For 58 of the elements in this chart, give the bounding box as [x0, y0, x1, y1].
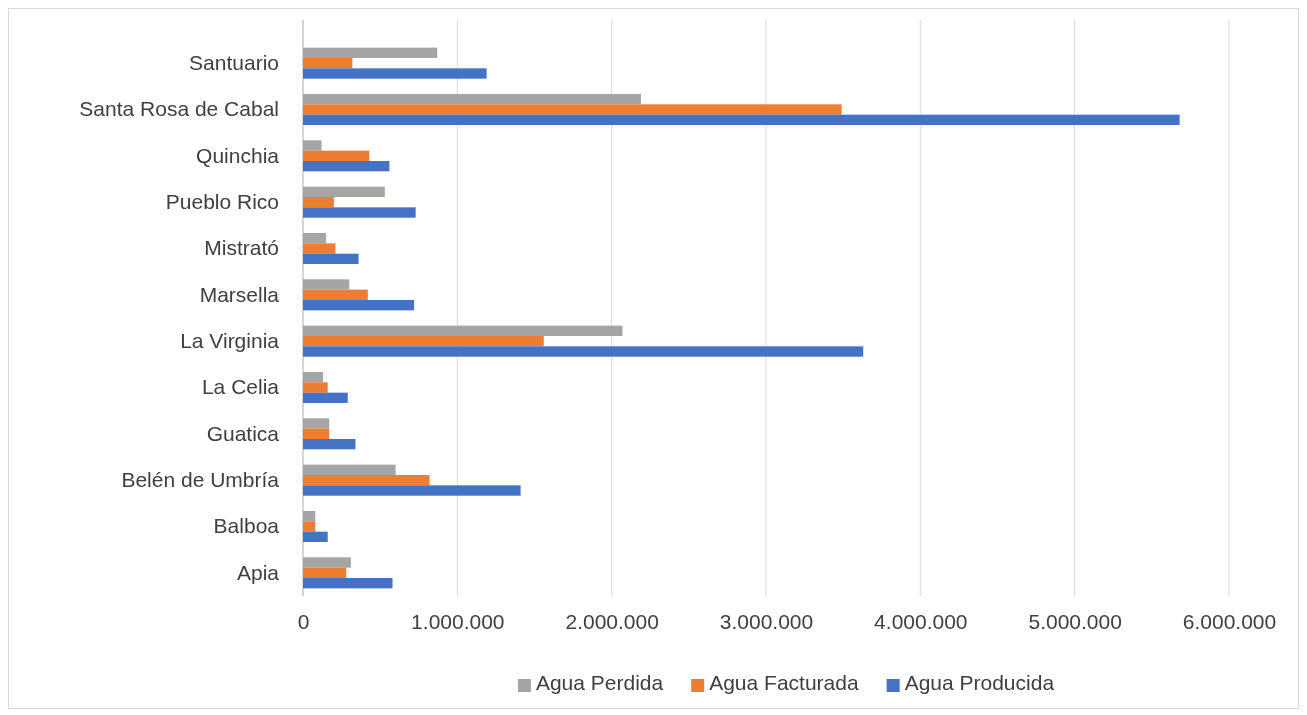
- x-tick-label: 5.000.000: [1028, 609, 1122, 633]
- x-tick-label: 6.000.000: [1182, 609, 1277, 633]
- y-tick-label: Pueblo Rico: [165, 189, 279, 213]
- bar: [303, 335, 544, 347]
- y-tick-label: Santuario: [189, 50, 279, 74]
- bar: [303, 93, 641, 105]
- x-tick-label: 4.000.000: [874, 609, 968, 633]
- bar: [303, 68, 487, 79]
- bar: [303, 57, 353, 69]
- bar: [303, 104, 842, 115]
- bar: [303, 464, 396, 475]
- bar: [303, 161, 390, 172]
- bar: [303, 186, 385, 197]
- y-tick-label: Apia: [236, 560, 280, 584]
- x-tick-label: 1.000.000: [411, 609, 505, 633]
- bar: [303, 47, 438, 58]
- bar: [303, 485, 521, 496]
- legend-label: Agua Producida: [904, 671, 1055, 694]
- bar: [303, 557, 351, 568]
- bar: [303, 232, 327, 244]
- y-tick-label: La Virginia: [180, 328, 280, 352]
- bar: [303, 207, 416, 218]
- bar: [303, 300, 415, 311]
- bar: [303, 140, 322, 151]
- x-tick-label: 3.000.000: [719, 609, 814, 633]
- bar: [303, 114, 1180, 126]
- y-tick-label: Marsella: [199, 282, 280, 306]
- bar: [303, 428, 330, 440]
- bar: [303, 289, 368, 301]
- bar: [303, 279, 350, 290]
- bar: [303, 510, 316, 522]
- y-tick-label: Santa Rosa de Cabal: [79, 97, 279, 121]
- bar: [303, 567, 347, 579]
- bar: [303, 325, 623, 336]
- bar: [303, 474, 430, 486]
- bar: [303, 392, 348, 404]
- y-tick-label: Quinchia: [196, 143, 280, 167]
- y-tick-label: La Celia: [201, 375, 280, 399]
- legend-label: Agua Perdida: [535, 671, 664, 694]
- bar: [303, 253, 359, 265]
- bar: [303, 371, 324, 383]
- bar: [303, 578, 393, 589]
- bar: [303, 382, 328, 393]
- bar: [303, 418, 330, 429]
- bar: [303, 531, 328, 543]
- bar: [303, 439, 356, 450]
- bar: [303, 521, 316, 532]
- y-tick-label: Belén de Umbría: [121, 467, 280, 491]
- bar: [303, 243, 336, 254]
- bar: [303, 346, 864, 357]
- x-tick-label: 0: [297, 609, 310, 633]
- y-tick-label: Mistrató: [204, 236, 279, 260]
- legend-label: Agua Facturada: [709, 671, 859, 694]
- bar: [303, 150, 370, 162]
- x-tick-label: 2.000.000: [565, 609, 659, 633]
- y-tick-label: Guatica: [206, 421, 280, 445]
- y-tick-label: Balboa: [213, 514, 280, 538]
- bar: [303, 196, 334, 208]
